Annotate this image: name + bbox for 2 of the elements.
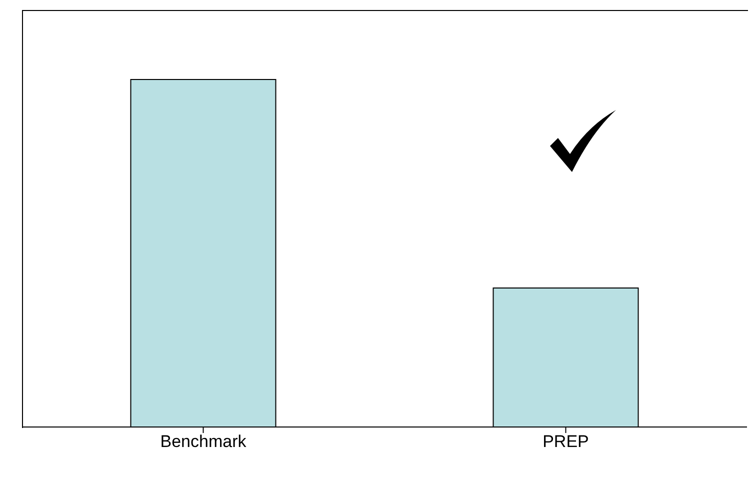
x-tick-label: PREP xyxy=(542,432,589,452)
x-tick-label: Benchmark xyxy=(160,432,247,452)
